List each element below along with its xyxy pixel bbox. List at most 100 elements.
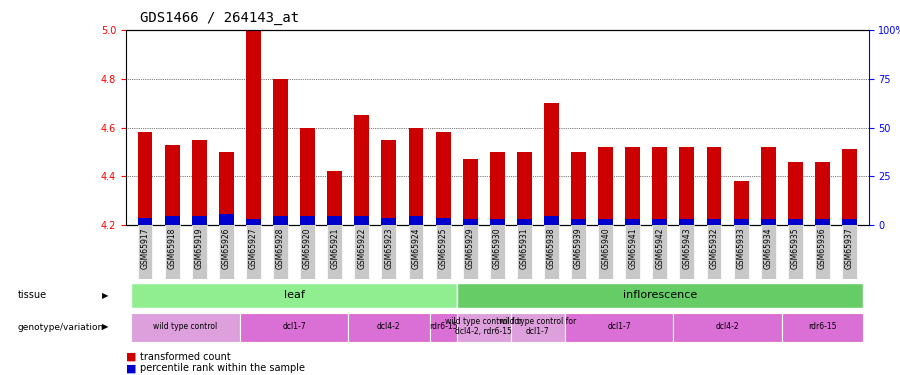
Bar — [490, 219, 505, 225]
Bar — [165, 216, 179, 225]
Bar — [138, 132, 152, 225]
Bar — [706, 147, 722, 225]
Text: GSM65928: GSM65928 — [276, 228, 285, 269]
Text: GSM65926: GSM65926 — [221, 228, 230, 269]
Text: ■: ■ — [126, 363, 137, 373]
Bar — [626, 219, 640, 225]
Text: GSM65930: GSM65930 — [493, 228, 502, 269]
Text: GSM65929: GSM65929 — [465, 228, 474, 269]
Bar — [355, 216, 369, 225]
FancyBboxPatch shape — [239, 313, 348, 342]
Bar — [138, 217, 152, 225]
Bar — [273, 79, 288, 225]
Bar — [842, 219, 857, 225]
Text: wild type control for
dcl1-7: wild type control for dcl1-7 — [500, 317, 577, 336]
Bar — [192, 216, 207, 225]
Text: GSM65925: GSM65925 — [438, 228, 447, 269]
Text: GSM65917: GSM65917 — [140, 228, 149, 269]
FancyBboxPatch shape — [456, 313, 511, 342]
Text: GDS1466 / 264143_at: GDS1466 / 264143_at — [140, 11, 299, 25]
Bar — [544, 216, 559, 225]
Bar — [572, 219, 586, 225]
Text: GSM65919: GSM65919 — [194, 228, 203, 269]
FancyBboxPatch shape — [328, 225, 342, 279]
Text: GSM65918: GSM65918 — [167, 228, 176, 269]
Text: inflorescence: inflorescence — [623, 290, 697, 300]
Bar — [436, 132, 451, 225]
FancyBboxPatch shape — [652, 225, 667, 279]
FancyBboxPatch shape — [192, 225, 207, 279]
Bar — [382, 217, 396, 225]
Bar — [544, 103, 559, 225]
Bar — [355, 115, 369, 225]
Bar — [490, 152, 505, 225]
Text: GSM65943: GSM65943 — [682, 228, 691, 269]
Bar — [517, 152, 532, 225]
Bar — [626, 147, 640, 225]
Bar — [760, 147, 776, 225]
Text: transformed count: transformed count — [140, 352, 230, 362]
Text: GSM65938: GSM65938 — [547, 228, 556, 269]
Bar — [652, 147, 667, 225]
Bar — [246, 219, 261, 225]
Text: dcl4-2: dcl4-2 — [716, 322, 740, 331]
Bar — [598, 147, 613, 225]
Text: GSM65936: GSM65936 — [818, 228, 827, 269]
Text: percentile rank within the sample: percentile rank within the sample — [140, 363, 304, 373]
Text: tissue: tissue — [18, 290, 47, 300]
Bar — [760, 219, 776, 225]
FancyBboxPatch shape — [463, 225, 478, 279]
Text: GSM65942: GSM65942 — [655, 228, 664, 269]
Bar — [734, 219, 749, 225]
FancyBboxPatch shape — [734, 225, 749, 279]
FancyBboxPatch shape — [544, 225, 559, 279]
Bar — [463, 219, 478, 225]
Bar — [328, 216, 342, 225]
FancyBboxPatch shape — [788, 225, 803, 279]
FancyBboxPatch shape — [517, 225, 532, 279]
Bar — [652, 219, 667, 225]
FancyBboxPatch shape — [673, 313, 782, 342]
Text: rdr6-15: rdr6-15 — [428, 322, 457, 331]
Bar — [734, 181, 749, 225]
Text: genotype/variation: genotype/variation — [18, 322, 104, 332]
FancyBboxPatch shape — [842, 225, 857, 279]
FancyBboxPatch shape — [490, 225, 505, 279]
Text: GSM65923: GSM65923 — [384, 228, 393, 269]
Bar — [246, 30, 261, 225]
Text: GSM65939: GSM65939 — [574, 228, 583, 269]
FancyBboxPatch shape — [782, 313, 863, 342]
Bar — [219, 214, 234, 225]
FancyBboxPatch shape — [131, 283, 456, 308]
Bar — [788, 219, 803, 225]
FancyBboxPatch shape — [511, 313, 565, 342]
FancyBboxPatch shape — [355, 225, 369, 279]
Text: rdr6-15: rdr6-15 — [808, 322, 837, 331]
FancyBboxPatch shape — [626, 225, 640, 279]
Text: GSM65933: GSM65933 — [736, 228, 745, 269]
FancyBboxPatch shape — [436, 225, 451, 279]
Text: GSM65924: GSM65924 — [411, 228, 420, 269]
FancyBboxPatch shape — [348, 313, 429, 342]
Text: GSM65937: GSM65937 — [845, 228, 854, 269]
Text: GSM65941: GSM65941 — [628, 228, 637, 269]
FancyBboxPatch shape — [760, 225, 776, 279]
Bar — [680, 219, 695, 225]
Bar — [409, 216, 423, 225]
Text: leaf: leaf — [284, 290, 304, 300]
FancyBboxPatch shape — [138, 225, 152, 279]
Text: GSM65940: GSM65940 — [601, 228, 610, 269]
Text: dcl1-7: dcl1-7 — [283, 322, 306, 331]
Bar — [517, 219, 532, 225]
Bar — [192, 140, 207, 225]
FancyBboxPatch shape — [131, 313, 239, 342]
Text: GSM65927: GSM65927 — [249, 228, 258, 269]
FancyBboxPatch shape — [706, 225, 722, 279]
Bar — [680, 147, 695, 225]
Text: ▶: ▶ — [102, 291, 109, 300]
Bar — [165, 144, 179, 225]
FancyBboxPatch shape — [409, 225, 423, 279]
FancyBboxPatch shape — [273, 225, 288, 279]
FancyBboxPatch shape — [246, 225, 261, 279]
Bar — [300, 216, 315, 225]
